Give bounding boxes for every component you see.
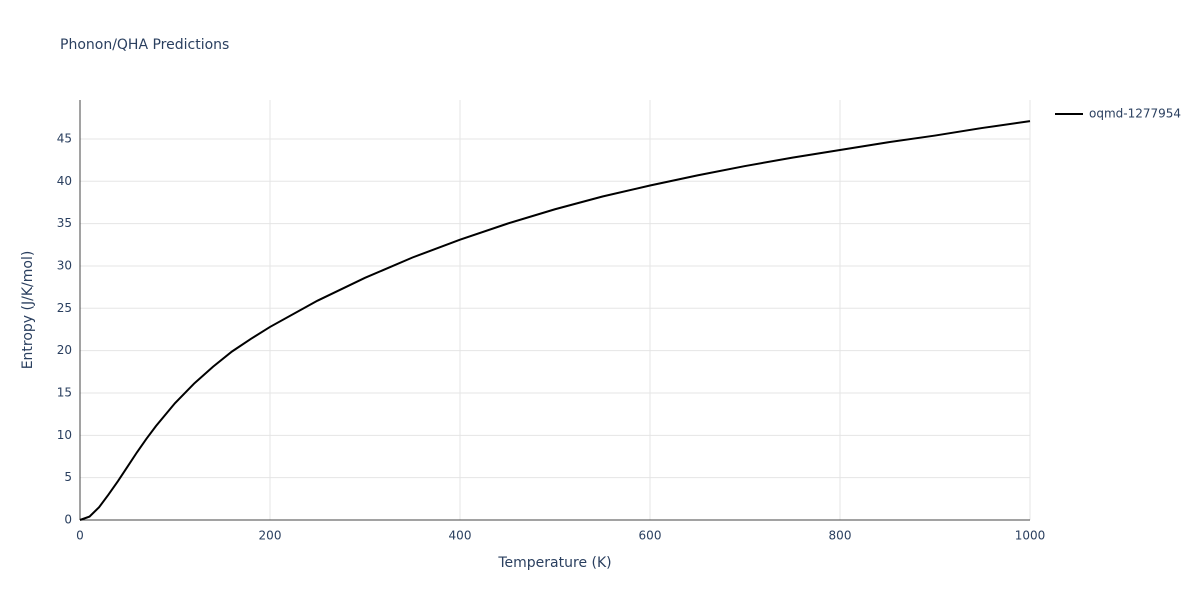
y-tick-label: 20 xyxy=(57,343,72,357)
x-tick-label: 600 xyxy=(639,529,662,543)
x-tick-label: 1000 xyxy=(1015,529,1046,543)
y-tick-label: 10 xyxy=(57,428,72,442)
x-tick-label: 400 xyxy=(449,529,472,543)
x-axis-title: Temperature (K) xyxy=(497,555,611,571)
chart-title: Phonon/QHA Predictions xyxy=(60,37,229,53)
data-line xyxy=(79,120,1031,521)
x-tick-label: 800 xyxy=(829,529,852,543)
y-tick-label: 40 xyxy=(57,174,72,188)
x-tick-label: 200 xyxy=(259,529,282,543)
y-tick-label: 15 xyxy=(57,385,72,399)
y-tick-label: 35 xyxy=(57,216,72,230)
y-tick-label: 0 xyxy=(64,513,72,527)
y-axis-title: Entropy (J/K/mol) xyxy=(20,251,36,370)
y-tick-label: 5 xyxy=(64,470,72,484)
y-tick-label: 25 xyxy=(57,301,72,315)
legend-label: oqmd-1277954 xyxy=(1089,107,1181,121)
y-tick-label: 30 xyxy=(57,258,72,272)
y-tick-label: 45 xyxy=(57,131,72,145)
x-tick-label: 0 xyxy=(76,529,84,543)
